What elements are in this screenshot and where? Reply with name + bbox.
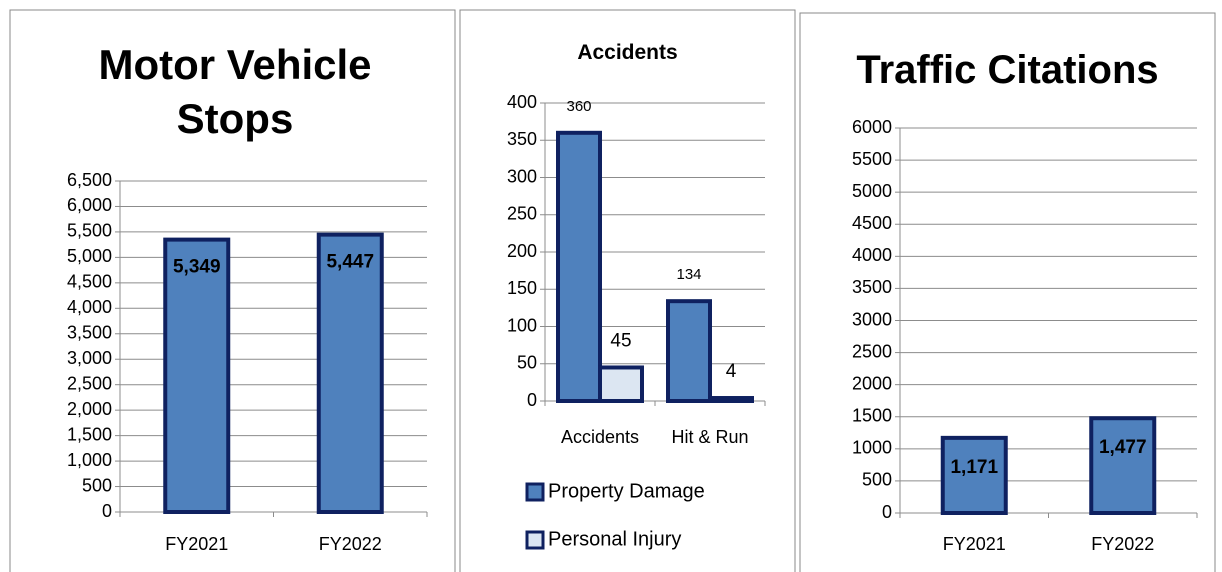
y-tick-label: 2000	[852, 373, 892, 393]
y-tick-label: 4500	[852, 213, 892, 233]
legend-label: Personal Injury	[548, 528, 681, 550]
panel	[799, 12, 1216, 572]
chart-title: Accidents	[577, 41, 678, 64]
bar	[940, 435, 1008, 516]
panel	[459, 9, 796, 572]
y-tick-label: 4000	[852, 245, 892, 265]
bar	[1089, 416, 1157, 515]
bar	[708, 396, 754, 403]
chart-title: Motor Vehicle Stops	[98, 41, 372, 142]
y-tick-label: 4,500	[67, 272, 112, 292]
y-tick-label: 2,000	[67, 399, 112, 419]
data-label: 1,171	[950, 457, 998, 478]
y-tick-label: 6,000	[67, 195, 112, 215]
data-label: 45	[610, 330, 631, 351]
y-tick-label: 1000	[852, 438, 892, 458]
y-tick-label: 5500	[852, 149, 892, 169]
y-tick-label: 100	[507, 315, 537, 335]
y-tick-label: 2,500	[67, 373, 112, 393]
bar	[556, 130, 602, 404]
x-tick-label: Hit & Run	[671, 427, 748, 447]
bar	[666, 299, 712, 404]
y-tick-label: 6,500	[67, 170, 112, 190]
y-tick-label: 2500	[852, 341, 892, 361]
legend-label: Property Damage	[548, 480, 705, 502]
y-tick-label: 1500	[852, 406, 892, 426]
y-tick-label: 6000	[852, 117, 892, 137]
y-tick-label: 3000	[852, 309, 892, 329]
x-tick-label: FY2021	[165, 534, 228, 554]
y-tick-label: 5,500	[67, 221, 112, 241]
y-tick-label: 0	[102, 501, 112, 521]
data-label: 5,349	[173, 257, 221, 278]
bar	[598, 365, 644, 404]
x-tick-label: FY2022	[319, 534, 382, 554]
bar	[316, 232, 384, 514]
y-tick-label: 400	[507, 92, 537, 112]
bar	[163, 237, 231, 514]
y-tick-label: 150	[507, 278, 537, 298]
data-label: 1,477	[1099, 437, 1147, 458]
y-tick-label: 5000	[852, 181, 892, 201]
legend-swatch	[525, 482, 545, 502]
data-label: 4	[726, 361, 737, 382]
y-tick-label: 1,000	[67, 450, 112, 470]
data-label: 360	[566, 98, 591, 115]
y-tick-label: 500	[82, 475, 112, 495]
panel	[9, 9, 456, 572]
y-tick-label: 0	[882, 502, 892, 522]
chart-title: Traffic Citations	[856, 48, 1159, 92]
y-tick-label: 200	[507, 241, 537, 261]
y-tick-label: 3,500	[67, 323, 112, 343]
legend-swatch	[525, 530, 545, 550]
y-tick-label: 300	[507, 166, 537, 186]
y-tick-label: 250	[507, 204, 537, 224]
y-tick-label: 5,000	[67, 246, 112, 266]
y-tick-label: 3,000	[67, 348, 112, 368]
data-label: 5,447	[326, 252, 374, 273]
x-tick-label: FY2021	[943, 534, 1006, 554]
y-tick-label: 350	[507, 129, 537, 149]
y-tick-label: 50	[517, 353, 537, 373]
y-tick-label: 1,500	[67, 424, 112, 444]
y-tick-label: 4,000	[67, 297, 112, 317]
y-tick-label: 0	[527, 390, 537, 410]
x-tick-label: Accidents	[561, 427, 639, 447]
y-tick-label: 3500	[852, 277, 892, 297]
x-tick-label: FY2022	[1091, 534, 1154, 554]
y-tick-label: 500	[862, 470, 892, 490]
data-label: 134	[676, 266, 701, 283]
